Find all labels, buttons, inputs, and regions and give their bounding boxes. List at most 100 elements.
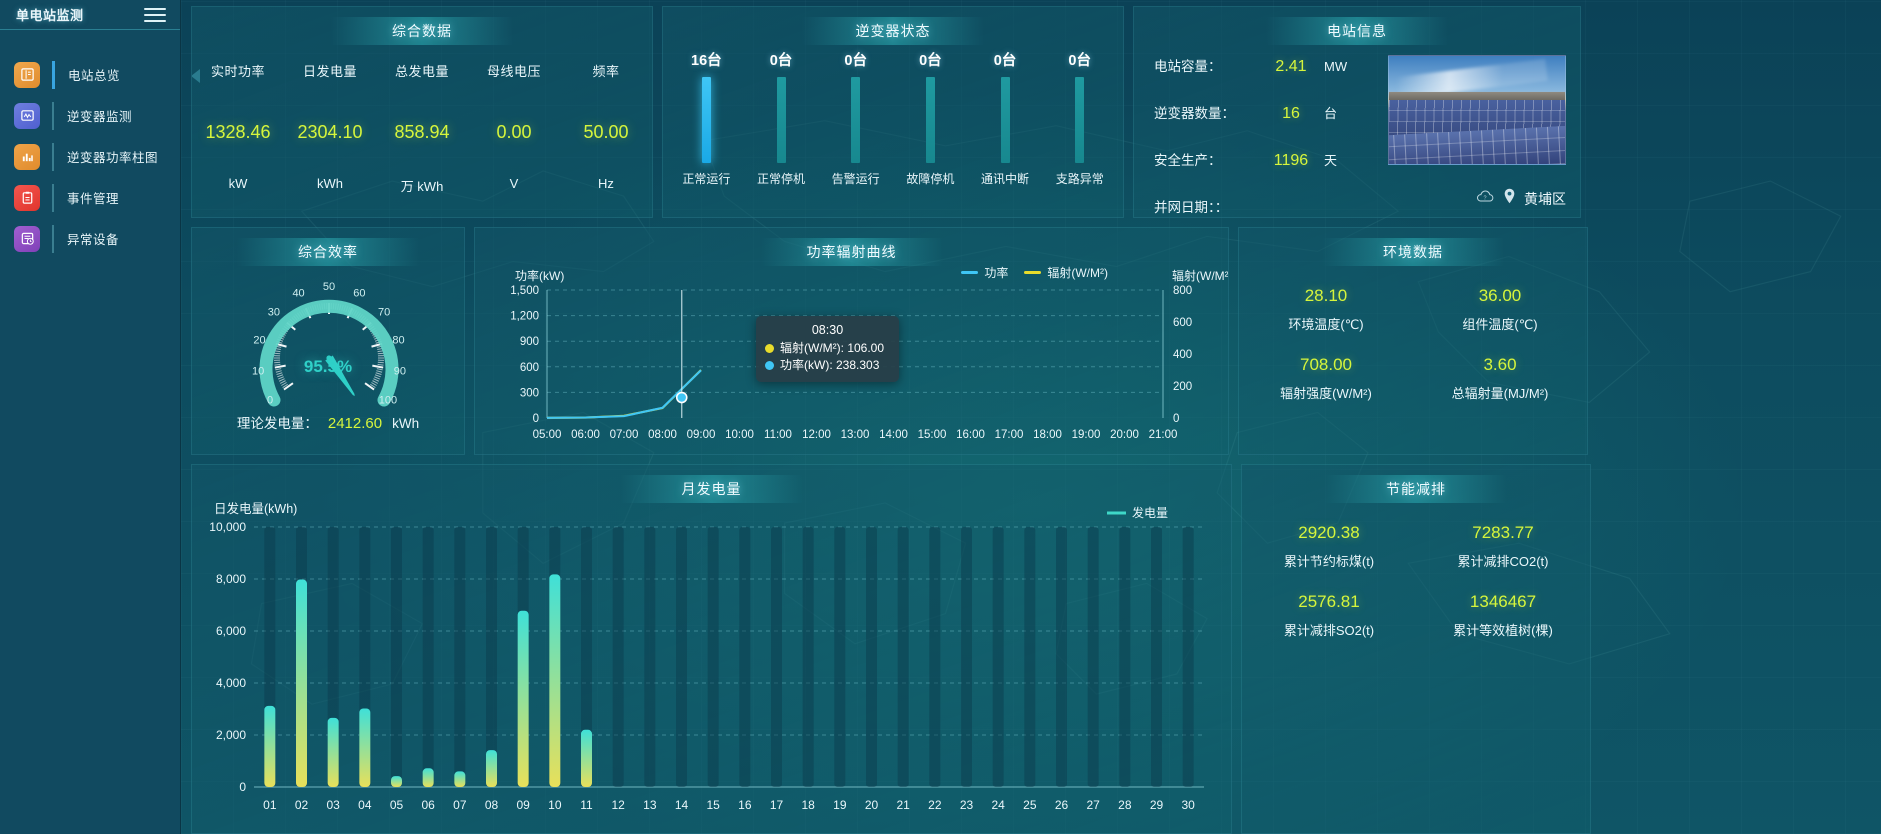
sidebar-item-abnormal-devices[interactable]: 异常设备 [0, 218, 180, 259]
panel-title: 功率辐射曲线 [760, 238, 943, 266]
metric-unit: V [509, 176, 519, 191]
svg-text:20: 20 [865, 798, 879, 812]
svg-text:21:00: 21:00 [1149, 429, 1178, 441]
env-value: 3.60 [1483, 355, 1517, 374]
env-item-module-temp: 36.00 组件温度(℃) [1413, 286, 1587, 333]
metric-value: 2304.10 [297, 122, 363, 142]
svg-text:15: 15 [706, 798, 720, 812]
svg-text:08: 08 [485, 798, 499, 812]
svg-text:17: 17 [770, 798, 784, 812]
svg-text:8,000: 8,000 [216, 572, 246, 586]
row-bottom: 月发电量 日发电量(kWh) 发电量 0 2,000 4,000 6,000 8,000 10… [191, 464, 1873, 834]
svg-text:05: 05 [390, 798, 404, 812]
svg-text:14: 14 [675, 798, 689, 812]
sidebar-item-label: 逆变器功率柱图 [67, 151, 159, 165]
emissions-grid: 2920.38 累计节约标煤(t) 7283.77 累计减排CO2(t) 257… [1242, 523, 1590, 639]
sidebar-item-divider [52, 142, 54, 171]
env-item-total-irradiance: 3.60 总辐射量(MJ/M²) [1413, 355, 1587, 402]
svg-text:6,000: 6,000 [216, 624, 246, 638]
sidebar-item-inverter-monitor[interactable]: 逆变器监测 [0, 95, 180, 136]
svg-text:发电量: 发电量 [1132, 505, 1168, 520]
svg-text:23: 23 [960, 798, 974, 812]
svg-text:功率(kW): 功率(kW) [515, 268, 564, 283]
station-row-unit: 台 [1324, 106, 1338, 121]
sidebar-item-divider [52, 60, 55, 89]
prev-arrow-icon[interactable] [192, 69, 200, 83]
metric-label: 日发电量 [302, 64, 357, 79]
efficiency-gauge: 0 10 20 30 40 50 60 70 80 90 100 95.5% [192, 262, 464, 422]
inverter-count: 0台 [769, 53, 793, 69]
legend-item-irradiance[interactable]: 辐射(W/M²) [1024, 264, 1108, 281]
inverter-status-item-fault-stopped: 0台 故障停机 [893, 49, 968, 201]
station-row-label: 并网日期：： [1154, 200, 1229, 215]
panel-title: 月发电量 [620, 475, 803, 503]
alert-device-icon [14, 225, 40, 252]
svg-text:30: 30 [268, 307, 280, 319]
svg-text:10: 10 [252, 366, 264, 378]
emis-item-trees-equivalent: 1346467 累计等效植树(棵) [1416, 592, 1590, 639]
station-row-label: 电站容量： [1154, 59, 1222, 74]
metric-bus-voltage: 母线电压 0.00 V [468, 61, 560, 195]
inverter-bar [851, 77, 861, 163]
station-row-inverter-count: 逆变器数量： 16 台 [1154, 102, 1394, 149]
svg-text:16: 16 [738, 798, 752, 812]
svg-text:600: 600 [520, 362, 539, 374]
panel-title: 逆变器状态 [802, 17, 984, 45]
inverter-count: 0台 [919, 53, 942, 69]
inverter-count: 0台 [993, 53, 1017, 69]
svg-text:800: 800 [1173, 285, 1192, 297]
svg-text:13: 13 [643, 798, 657, 812]
metrics-row: 实时功率 1328.46 kW 日发电量 2304.10 kWh 总发电量 85… [192, 61, 652, 195]
svg-text:18:00: 18:00 [1033, 429, 1062, 441]
sidebar-item-divider [52, 101, 54, 130]
metric-value: 50.00 [583, 122, 629, 142]
svg-text:21: 21 [896, 798, 910, 812]
emis-item-co2-reduced: 7283.77 累计减排CO2(t) [1416, 523, 1590, 570]
sidebar-item-inverter-power-chart[interactable]: 逆变器功率柱图 [0, 136, 180, 177]
station-row-grid-date: 并网日期：： [1154, 196, 1394, 217]
svg-text:03: 03 [326, 798, 340, 812]
station-location-footer: ? 黄埔区 [1475, 188, 1566, 209]
solar-farm-photo [1388, 55, 1566, 165]
svg-text:24: 24 [991, 798, 1005, 812]
station-row-value: 16 [1282, 105, 1300, 122]
svg-text:18: 18 [801, 798, 815, 812]
curve-plot: 功率(kW) 辐射(W/M²) 0 300 600 900 1,200 1,500 0 200 40… [510, 268, 1229, 441]
sidebar-item-event-management[interactable]: 事件管理 [0, 177, 180, 218]
svg-text:辐射(W/M²): 辐射(W/M²) [1172, 268, 1229, 283]
svg-text:02: 02 [295, 798, 309, 812]
svg-text:12: 12 [611, 798, 625, 812]
metric-label: 母线电压 [486, 64, 541, 79]
env-value: 36.00 [1478, 286, 1522, 305]
inverter-count: 0台 [1068, 53, 1091, 69]
legend-label: 辐射(W/M²) [1047, 266, 1108, 280]
metric-label: 总发电量 [394, 64, 449, 79]
inverter-count: 0台 [844, 53, 867, 69]
theoretical-generation: 理论发电量： 2412.60 kWh [192, 412, 464, 432]
panel-title: 综合数据 [331, 17, 513, 45]
svg-text:10: 10 [548, 798, 562, 812]
inverter-status-item-branch-abnormal: 0台 支路异常 [1042, 49, 1117, 201]
emis-value: 2920.38 [1298, 523, 1360, 542]
sidebar-item-overview[interactable]: 电站总览 [0, 54, 180, 95]
env-item-irradiance: 708.00 辐射强度(W/M²) [1239, 355, 1413, 402]
svg-text:11:00: 11:00 [764, 429, 792, 441]
svg-text:100: 100 [379, 394, 397, 406]
station-row-capacity: 电站容量： 2.41 MW [1154, 55, 1394, 102]
env-value: 28.10 [1304, 286, 1348, 305]
svg-text:200: 200 [1173, 381, 1192, 393]
station-row-unit: 天 [1324, 153, 1338, 168]
sidebar-item-label: 事件管理 [67, 192, 120, 206]
theoretical-generation-value: 2412.60 [327, 415, 383, 432]
station-row-label: 安全生产： [1154, 153, 1222, 168]
panel-comprehensive-data: 综合数据 实时功率 1328.46 kW 日发电量 2304.10 kWh 总发… [191, 6, 653, 218]
svg-text:20:00: 20:00 [1110, 429, 1139, 441]
emis-value: 7283.77 [1472, 523, 1534, 542]
legend-item-power[interactable]: 功率 [961, 264, 1008, 281]
tooltip-row-irradiance: 辐射(W/M²): 106.00 [765, 340, 890, 357]
environment-grid: 28.10 环境温度(℃) 36.00 组件温度(℃) 708.00 辐射强度(… [1239, 286, 1587, 402]
hamburger-icon[interactable] [144, 7, 166, 22]
env-value: 708.00 [1300, 355, 1352, 374]
svg-text:10:00: 10:00 [725, 429, 754, 441]
